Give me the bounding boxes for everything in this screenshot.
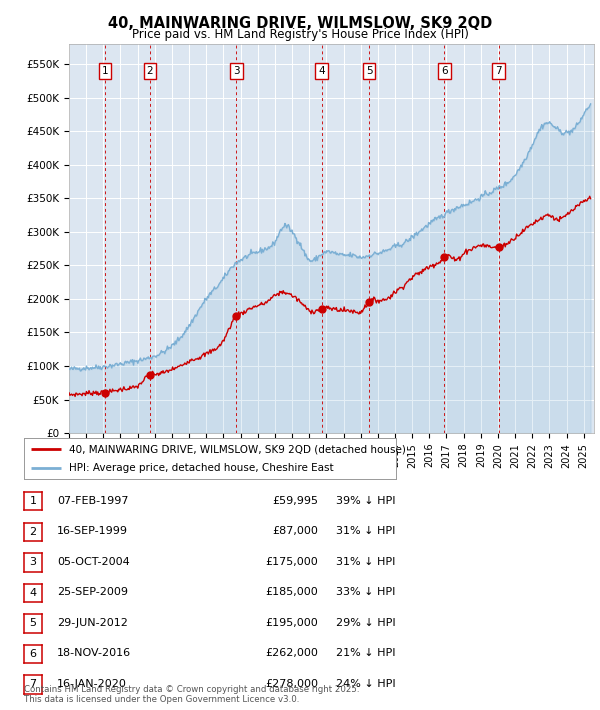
Text: 29% ↓ HPI: 29% ↓ HPI <box>336 618 395 628</box>
Text: 3: 3 <box>29 557 37 567</box>
Text: 40, MAINWARING DRIVE, WILMSLOW, SK9 2QD: 40, MAINWARING DRIVE, WILMSLOW, SK9 2QD <box>108 16 492 31</box>
Text: Contains HM Land Registry data © Crown copyright and database right 2025.
This d: Contains HM Land Registry data © Crown c… <box>24 685 359 704</box>
Text: 05-OCT-2004: 05-OCT-2004 <box>57 557 130 567</box>
Text: £87,000: £87,000 <box>272 526 318 536</box>
Text: 7: 7 <box>495 66 502 76</box>
Text: 4: 4 <box>29 588 37 598</box>
Text: 1: 1 <box>29 496 37 506</box>
Text: 2: 2 <box>29 527 37 537</box>
Text: 31% ↓ HPI: 31% ↓ HPI <box>336 557 395 567</box>
Text: 4: 4 <box>319 66 325 76</box>
Text: £59,995: £59,995 <box>272 496 318 506</box>
Text: HPI: Average price, detached house, Cheshire East: HPI: Average price, detached house, Ches… <box>68 463 333 473</box>
Text: 29-JUN-2012: 29-JUN-2012 <box>57 618 128 628</box>
Text: 5: 5 <box>366 66 373 76</box>
Text: 2: 2 <box>146 66 153 76</box>
Text: 21% ↓ HPI: 21% ↓ HPI <box>336 648 395 658</box>
Text: 24% ↓ HPI: 24% ↓ HPI <box>336 679 395 689</box>
Text: 18-NOV-2016: 18-NOV-2016 <box>57 648 131 658</box>
Text: 7: 7 <box>29 679 37 689</box>
Text: 16-SEP-1999: 16-SEP-1999 <box>57 526 128 536</box>
Text: 6: 6 <box>29 649 37 659</box>
Text: 39% ↓ HPI: 39% ↓ HPI <box>336 496 395 506</box>
Text: 25-SEP-2009: 25-SEP-2009 <box>57 587 128 597</box>
Text: 3: 3 <box>233 66 240 76</box>
Text: 1: 1 <box>102 66 109 76</box>
Text: 16-JAN-2020: 16-JAN-2020 <box>57 679 127 689</box>
Text: Price paid vs. HM Land Registry's House Price Index (HPI): Price paid vs. HM Land Registry's House … <box>131 28 469 41</box>
Text: 40, MAINWARING DRIVE, WILMSLOW, SK9 2QD (detached house): 40, MAINWARING DRIVE, WILMSLOW, SK9 2QD … <box>68 444 406 454</box>
Text: 6: 6 <box>441 66 448 76</box>
Text: 33% ↓ HPI: 33% ↓ HPI <box>336 587 395 597</box>
Text: 07-FEB-1997: 07-FEB-1997 <box>57 496 128 506</box>
Text: 31% ↓ HPI: 31% ↓ HPI <box>336 526 395 536</box>
Text: £195,000: £195,000 <box>265 618 318 628</box>
Text: £278,000: £278,000 <box>265 679 318 689</box>
Text: £262,000: £262,000 <box>265 648 318 658</box>
Text: £185,000: £185,000 <box>265 587 318 597</box>
Text: 5: 5 <box>29 618 37 628</box>
Text: £175,000: £175,000 <box>265 557 318 567</box>
